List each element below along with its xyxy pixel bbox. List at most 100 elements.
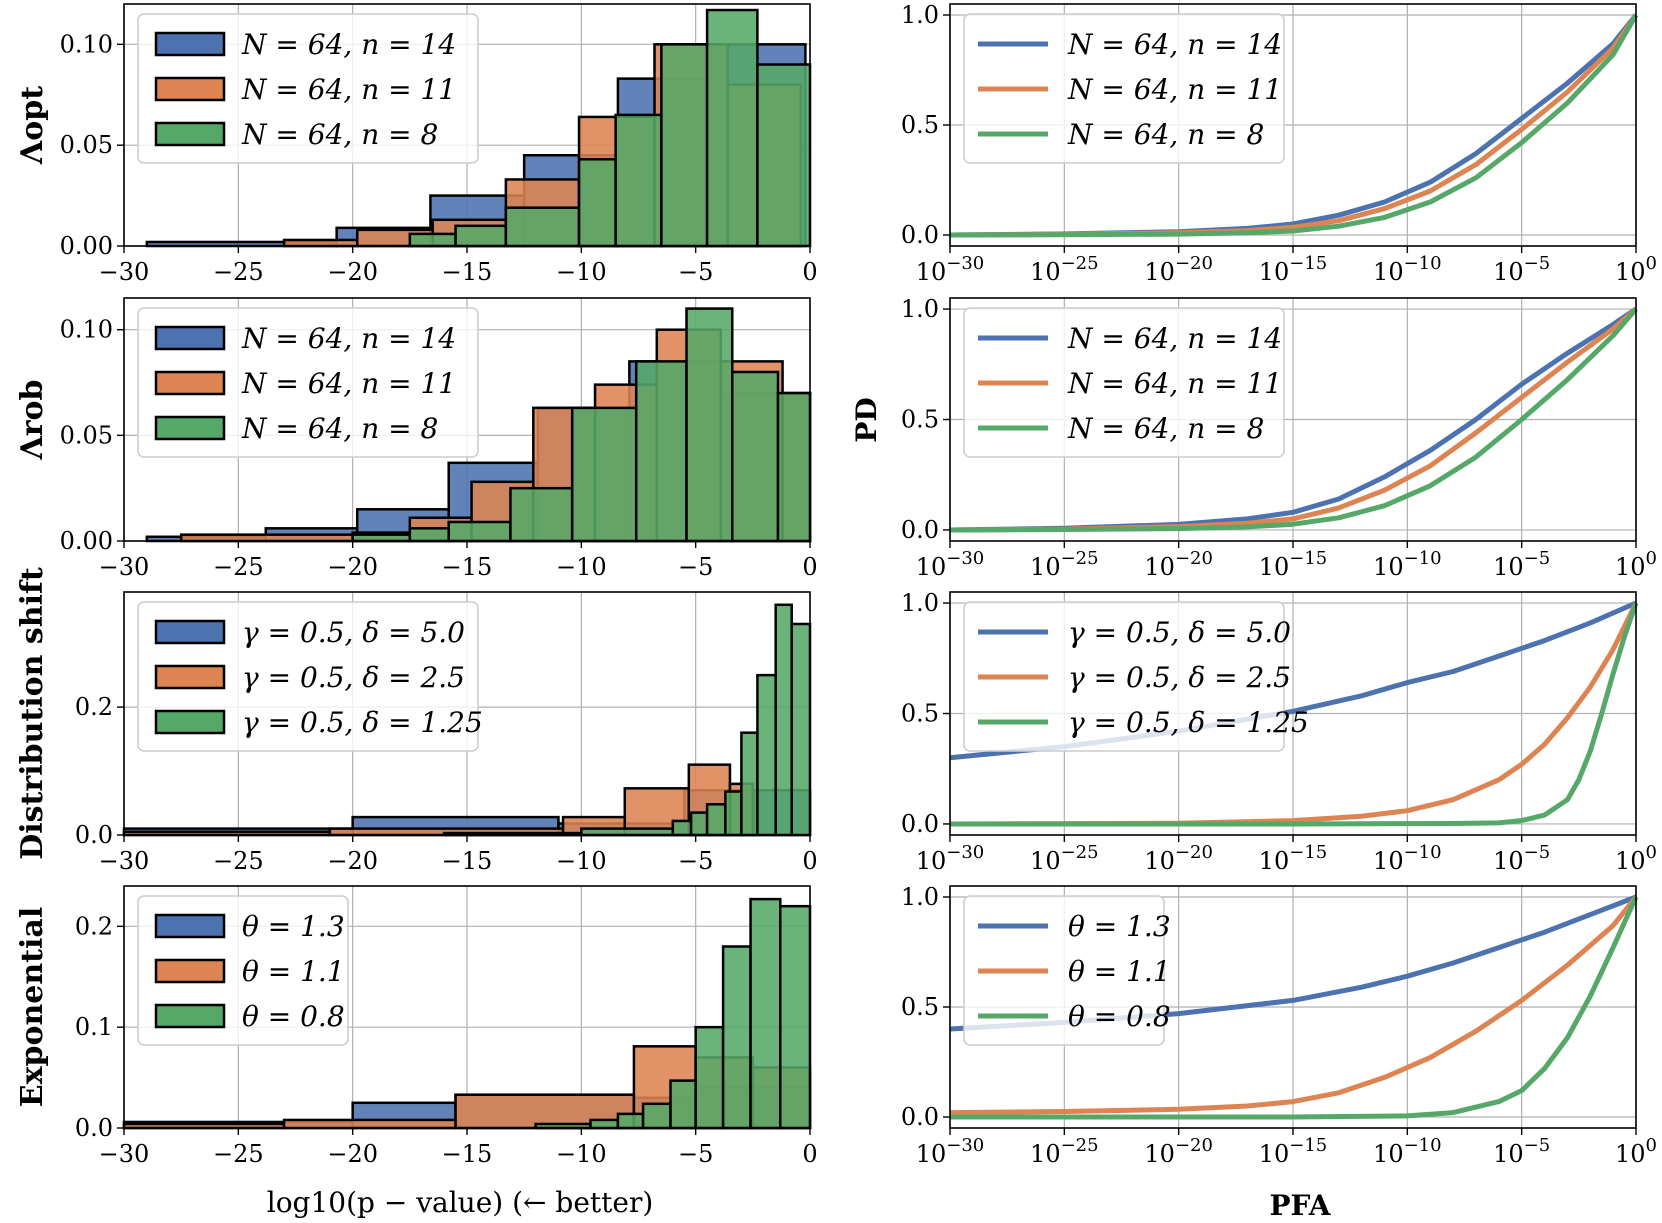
legend-label: θ = 1.3 [1068, 910, 1171, 943]
hist-exp-panel: −30 −25 −20 −15 −10 −5 0 0.0 0.1 0.2 Exponential θ … [15, 885, 818, 1168]
x-tick-label: 10−25 [1030, 1135, 1099, 1168]
x-tick-label: −30 [99, 1140, 150, 1168]
legend-swatch [154, 415, 226, 441]
right-ylabel: PD [850, 397, 883, 442]
legend-label: θ = 1.3 [242, 910, 345, 943]
y-tick-label: 0.00 [60, 232, 113, 260]
legend-label: γ = 0.5, δ = 2.5 [1068, 661, 1291, 694]
histogram-bar [408, 232, 457, 248]
x-tick-label: −30 [99, 258, 150, 286]
legend-frame [963, 601, 1285, 752]
x-tick-label: 10−30 [916, 1135, 985, 1168]
y-tick-label: 0.05 [60, 421, 113, 449]
x-tick-label: 10−5 [1493, 548, 1550, 581]
x-tick-label: −5 [678, 258, 713, 286]
histogram-bar [756, 673, 777, 837]
legend: N = 64, n = 14 N = 64, n = 11 N = 64, n = … [963, 307, 1285, 458]
legend-label: γ = 0.5, δ = 5.0 [242, 616, 465, 649]
histogram-bar [580, 827, 675, 837]
histogram-bar [685, 307, 734, 543]
x-tick-label: 10−25 [1030, 548, 1099, 581]
legend-swatch [154, 76, 226, 102]
x-tick-label: 10−5 [1493, 1135, 1550, 1168]
x-tick-label: −20 [327, 553, 378, 581]
x-tick-label: −25 [213, 847, 264, 875]
y-tick-label: 0.00 [60, 527, 113, 555]
x-tick-label: 10−30 [916, 548, 985, 581]
histogram-bar [689, 811, 709, 837]
y-tick-label: 0.0 [75, 821, 113, 849]
legend-label: N = 64, n = 11 [241, 367, 456, 400]
histogram-bar [408, 527, 450, 543]
x-tick-label: 100 [1615, 548, 1657, 581]
legend-swatch [154, 664, 226, 690]
histogram-bar [779, 904, 812, 1130]
x-tick-label: −15 [442, 847, 493, 875]
roc-opt-panel: 10−30 10−25 10−20 10−15 10−10 10−5 100 0.0 0.5 1.… [901, 1, 1657, 286]
y-tick-label: 0.0 [901, 1103, 939, 1131]
x-tick-label: 100 [1615, 1135, 1657, 1168]
x-tick-label: 10−25 [1030, 842, 1099, 875]
histogram-bar [756, 63, 812, 248]
x-tick-label: 10−5 [1493, 842, 1550, 875]
y-tick-label: 0.5 [901, 993, 939, 1021]
roc-shift-panel: 10−30 10−25 10−20 10−15 10−10 10−5 100 0.0 0.5 1.… [901, 589, 1657, 875]
legend-label: θ = 1.1 [1068, 955, 1171, 988]
x-tick-label: 0 [802, 258, 817, 286]
x-tick-label: −30 [99, 847, 150, 875]
x-tick-label: 10−15 [1259, 1135, 1328, 1168]
x-tick-label: 100 [1615, 842, 1657, 875]
x-tick-label: 10−15 [1259, 842, 1328, 875]
legend-swatch [154, 121, 226, 147]
x-tick-label: −25 [213, 553, 264, 581]
legend-label: N = 64, n = 14 [241, 28, 456, 61]
roc-curve [949, 307, 1638, 533]
y-tick-label: 1.0 [901, 883, 939, 911]
roc-exp-panel: 10−30 10−25 10−20 10−15 10−10 10−5 100 0.0 0.5 1.… [901, 883, 1657, 1168]
histogram-bar [351, 533, 412, 543]
x-tick-label: −20 [327, 258, 378, 286]
histogram-bar [671, 819, 693, 837]
y-tick-label: 0.0 [901, 810, 939, 838]
legend-frame [963, 307, 1285, 458]
histogram-bar [509, 486, 574, 543]
histogram-bar [721, 945, 752, 1130]
x-tick-label: −20 [327, 847, 378, 875]
x-tick-label: −15 [442, 1140, 493, 1168]
x-tick-label: 10−20 [1144, 1135, 1213, 1168]
y-axis-label: Distribution shift [15, 567, 50, 860]
histogram-bar [705, 803, 727, 837]
legend-label: N = 64, n = 8 [241, 118, 438, 151]
y-tick-label: 1.0 [901, 589, 939, 617]
roc-curve [949, 601, 1639, 827]
x-tick-label: −5 [678, 553, 713, 581]
x-tick-label: 10−10 [1373, 548, 1442, 581]
y-axis-label: Exponential [15, 907, 50, 1108]
hist-rob-panel: −30 −25 −20 −15 −10 −5 0 0.00 0.05 0.10 Λrob N = 64… [15, 297, 818, 581]
histogram-bar [641, 1102, 672, 1130]
histogram-bar [669, 1079, 697, 1130]
x-tick-label: −25 [213, 1140, 264, 1168]
histogram-bar [731, 370, 780, 543]
histogram-bar [724, 790, 743, 837]
y-tick-label: 0.0 [901, 516, 939, 544]
x-tick-label: −5 [678, 1140, 713, 1168]
x-tick-label: −20 [327, 1140, 378, 1168]
y-tick-label: 0.5 [901, 700, 939, 728]
y-tick-label: 0.5 [901, 406, 939, 434]
legend-label: N = 64, n = 8 [241, 412, 438, 445]
legend-swatch [154, 31, 226, 57]
legend-swatch [154, 913, 226, 939]
y-tick-label: 0.2 [75, 693, 113, 721]
legend-label: θ = 1.1 [242, 955, 345, 988]
x-tick-label: 10−25 [1030, 253, 1099, 286]
legend: N = 64, n = 14 N = 64, n = 11 N = 64, n = … [137, 307, 479, 458]
legend-label: γ = 0.5, δ = 2.5 [242, 661, 465, 694]
legend-label: N = 64, n = 11 [1067, 73, 1282, 106]
histogram-bar [749, 897, 782, 1130]
histogram-bar [705, 8, 759, 248]
legend: γ = 0.5, δ = 5.0 γ = 0.5, δ = 2.5 γ = 0.5,… [137, 601, 483, 752]
legend-label: θ = 0.8 [1068, 1000, 1171, 1033]
roc-curve [949, 13, 1639, 238]
y-tick-label: 0.0 [75, 1114, 113, 1142]
